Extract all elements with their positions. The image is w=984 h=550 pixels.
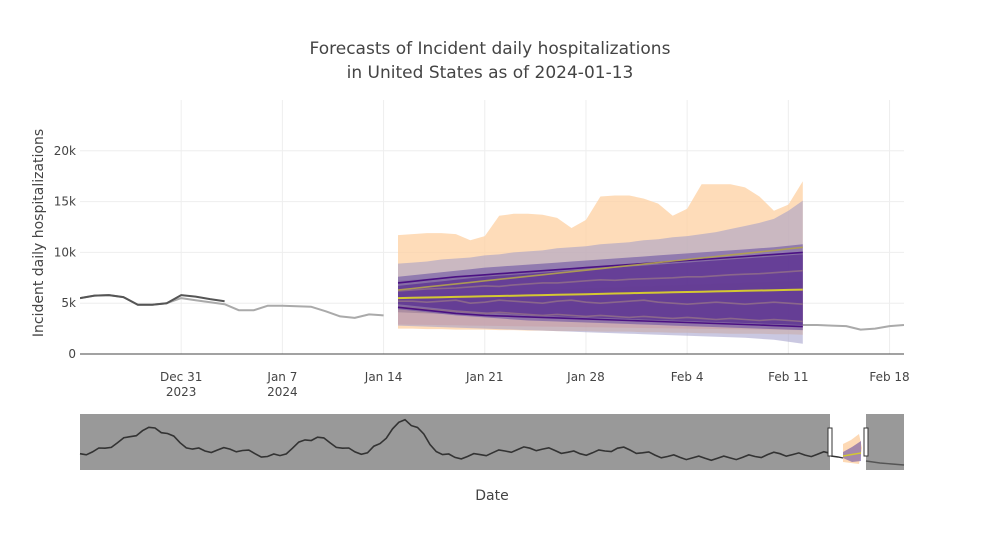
y-tick-label: 15k <box>54 195 76 209</box>
range-slider-history-line <box>79 418 831 462</box>
forecast-median-line-4 <box>397 306 803 328</box>
x-tick-label: Jan 14 <box>364 370 403 384</box>
range-slider-future-line <box>865 460 905 466</box>
forecast-median-line-1 <box>398 299 803 306</box>
range-slider-right-handle[interactable] <box>863 427 869 457</box>
range-slider-mask <box>80 414 904 470</box>
y-tick-label: 20k <box>54 144 76 158</box>
x-tick-label: Feb 4 <box>671 370 704 384</box>
observed-latest-line-tail <box>788 319 904 331</box>
range-slider-left-handle[interactable] <box>827 427 833 457</box>
range-slider[interactable] <box>79 414 905 470</box>
x-axis-title: Date <box>475 488 508 504</box>
y-tick-label: 10k <box>54 245 76 259</box>
y-tick-label: 0 <box>68 347 76 361</box>
chart-title-line-2: in United States as of 2024-01-13 <box>347 63 634 83</box>
gridlines <box>80 100 904 354</box>
forecast-band-5 <box>398 254 803 325</box>
forecast-median-line-2 <box>397 306 803 323</box>
x-tick-year: 2023 <box>166 385 197 399</box>
range-slider-recent-line <box>830 455 844 459</box>
x-tick-label: Feb 11 <box>768 370 808 384</box>
forecast-median-line-6 <box>397 288 803 300</box>
forecast-median-line-5 <box>397 246 803 291</box>
chart-title-line-1: Forecasts of Incident daily hospitalizat… <box>310 39 671 59</box>
y-tick-label: 5k <box>61 296 76 310</box>
x-tick-label: Jan 21 <box>465 370 504 384</box>
range-slider-forecast-core <box>843 441 861 462</box>
x-tick-label: Jan 28 <box>566 370 605 384</box>
x-tick-label: Dec 31 <box>160 370 202 384</box>
x-tick-year: 2024 <box>267 385 298 399</box>
y-axis-title: Incident daily hospitalizations <box>31 129 47 337</box>
plot-area[interactable] <box>80 181 904 344</box>
forecast-median-line-3 <box>397 251 803 284</box>
range-slider-forecast-median <box>842 452 862 457</box>
observed-as-of-line <box>80 294 225 306</box>
x-tick-label: Feb 18 <box>869 370 909 384</box>
y-axis-ticks: 0 5k 10k 15k 20k <box>54 144 76 361</box>
forecast-median-line-0 <box>397 269 803 292</box>
x-tick-label: Jan 7 <box>266 370 297 384</box>
